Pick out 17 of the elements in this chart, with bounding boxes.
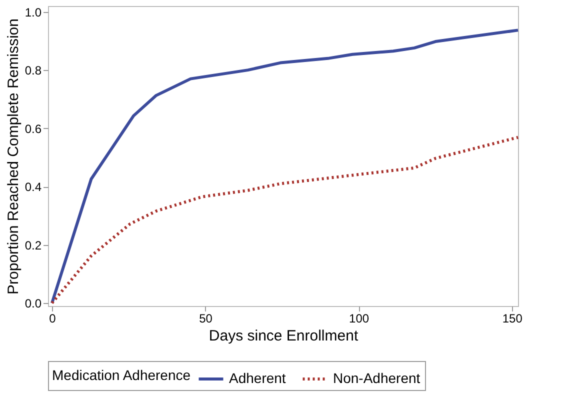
line-series bbox=[50, 28, 520, 305]
legend-title: Medication Adherence bbox=[52, 367, 191, 383]
legend-label: Non-Adherent bbox=[333, 370, 420, 386]
x-axis-title: Days since Enrollment bbox=[208, 328, 359, 344]
x-tick-label: 0 bbox=[49, 312, 56, 326]
y-tick-label: 0.4 bbox=[24, 180, 42, 194]
line-series bbox=[50, 136, 520, 305]
x-tick-label: 100 bbox=[349, 312, 370, 326]
y-tick-label: 0.0 bbox=[24, 296, 42, 311]
legend-label: Adherent bbox=[229, 370, 286, 386]
y-tick-label: 0.6 bbox=[24, 122, 42, 136]
x-tick-label: 150 bbox=[502, 312, 523, 326]
y-axis-title: Proportion Reached Complete Remission bbox=[4, 18, 22, 294]
x-tick-label: 50 bbox=[199, 312, 213, 326]
y-tick-label: 0.2 bbox=[24, 238, 42, 252]
y-tick-label: 0.8 bbox=[24, 64, 42, 78]
y-tick-label: 1.0 bbox=[24, 5, 42, 20]
